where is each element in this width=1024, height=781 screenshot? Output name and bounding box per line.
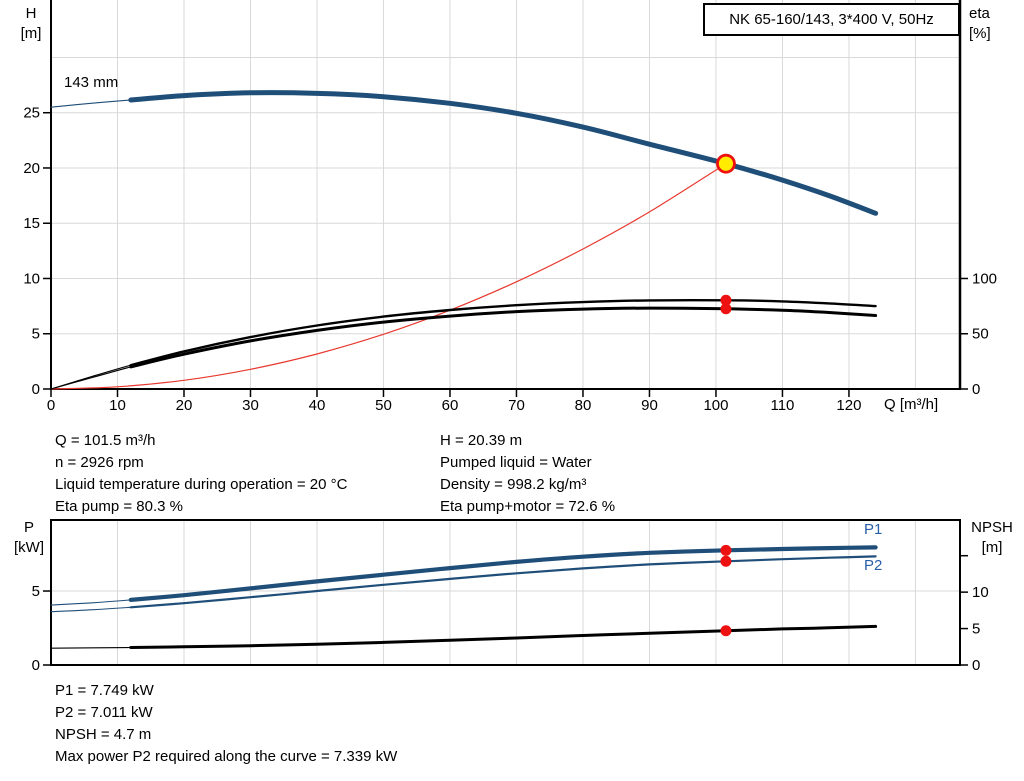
y-left-tick-label: 0	[32, 381, 40, 398]
duty-info-left: Q = 101.5 m³/h n = 2926 rpm Liquid tempe…	[55, 430, 347, 518]
x-tick-label: 80	[575, 397, 592, 414]
x-tick-label: 110	[770, 397, 794, 414]
x-tick-label: 120	[836, 397, 861, 414]
duty-dot	[720, 544, 732, 556]
duty-dot	[720, 303, 732, 315]
pump-title-text: NK 65-160/143, 3*400 V, 50Hz	[729, 11, 934, 28]
x-tick-label: 60	[442, 397, 459, 414]
y-left-tick-label: 5	[32, 326, 40, 343]
head-curve	[128, 90, 879, 216]
duty-dot	[720, 555, 732, 567]
x-tick-label: 90	[641, 397, 658, 414]
info-p1: P1 = 7.749 kW	[55, 682, 154, 699]
y-left-tick-label: 5	[32, 583, 40, 600]
system-curve-thin	[50, 163, 727, 390]
info-flow: Q = 101.5 m³/h	[55, 432, 156, 449]
eta-axis-label-line2: [%]	[969, 25, 991, 42]
npsh-axis-label-line2: [m]	[981, 539, 1003, 556]
y-left-tick-label: 20	[23, 160, 40, 177]
x-tick-label: 40	[309, 397, 326, 414]
info-npsh: NPSH = 4.7 m	[55, 726, 152, 743]
y-right-tick-label: 100	[972, 270, 997, 287]
eta-pump-curve-thin	[50, 299, 877, 390]
duty-point-marker[interactable]	[716, 153, 736, 174]
duty-dot	[720, 294, 732, 306]
info-eta-pump-motor: Eta pump+motor = 72.6 %	[440, 498, 616, 515]
y-right-tick-label: 0	[972, 381, 980, 398]
p-axis-label: P [kW]	[10, 518, 48, 558]
h-axis-label: H [m]	[14, 4, 48, 44]
x-tick-label: 20	[176, 397, 193, 414]
p-axis-label-line2: [kW]	[14, 539, 44, 556]
info-eta-pump: Eta pump = 80.3 %	[55, 498, 183, 515]
info-speed: n = 2926 rpm	[55, 454, 144, 471]
y-right-tick-label: 0	[972, 657, 980, 674]
x-tick-label: 10	[109, 397, 126, 414]
info-p2: P2 = 7.011 kW	[55, 704, 153, 721]
duty-dot	[720, 625, 732, 637]
info-pumped-liquid: Pumped liquid = Water	[440, 454, 592, 471]
pump-title-box: NK 65-160/143, 3*400 V, 50Hz	[703, 3, 960, 36]
x-tick-label: 30	[242, 397, 259, 414]
chart-frame	[50, 519, 961, 666]
h-axis-label-line2: [m]	[20, 25, 42, 42]
q-axis-label: Q [m³/h]	[884, 396, 939, 413]
y-left-tick-label: 25	[23, 105, 40, 122]
x-tick-label: 100	[703, 397, 728, 414]
x-tick-label: 50	[375, 397, 392, 414]
eta-axis-label-line1: eta	[969, 5, 990, 22]
power-info-block: P1 = 7.749 kW P2 = 7.011 kW NPSH = 4.7 m…	[55, 680, 397, 768]
npsh-axis-label-line1: NPSH	[971, 519, 1013, 536]
y-left-tick-label: 0	[32, 657, 40, 674]
duty-info-right: H = 20.39 m Pumped liquid = Water Densit…	[440, 430, 615, 518]
impeller-size-label: 143 mm	[64, 74, 119, 91]
info-density: Density = 998.2 kg/m³	[440, 476, 587, 493]
head-curve-thin	[50, 92, 877, 214]
x-tick-label: 70	[508, 397, 525, 414]
y-right-tick-label: 10	[972, 584, 989, 601]
y-left-tick-label: 15	[23, 215, 40, 232]
info-head: H = 20.39 m	[440, 432, 523, 449]
info-liquid-temperature: Liquid temperature during operation = 20…	[55, 476, 348, 493]
y-right-tick-label: 50	[972, 326, 989, 343]
eta-pump-motor-curve-thin	[50, 307, 877, 390]
h-axis-label-line1: H	[25, 5, 37, 22]
p1-curve-label: P1	[864, 521, 883, 538]
p1-curve	[128, 545, 878, 602]
x-tick-label: 0	[47, 397, 55, 414]
p2-curve	[129, 555, 877, 609]
p2-curve-label: P2	[864, 557, 883, 574]
info-max-p2: Max power P2 required along the curve = …	[55, 748, 398, 765]
eta-pump-curve	[129, 298, 877, 367]
y-right-tick-label: 5	[972, 621, 980, 638]
p-axis-label-line1: P	[23, 519, 34, 536]
eta-axis-label: eta [%]	[969, 4, 1011, 44]
y-left-tick-label: 10	[23, 270, 40, 287]
npsh-axis-label: NPSH [m]	[963, 518, 1021, 558]
eta-pump-motor-curve	[129, 306, 878, 369]
npsh-curve	[129, 624, 878, 649]
